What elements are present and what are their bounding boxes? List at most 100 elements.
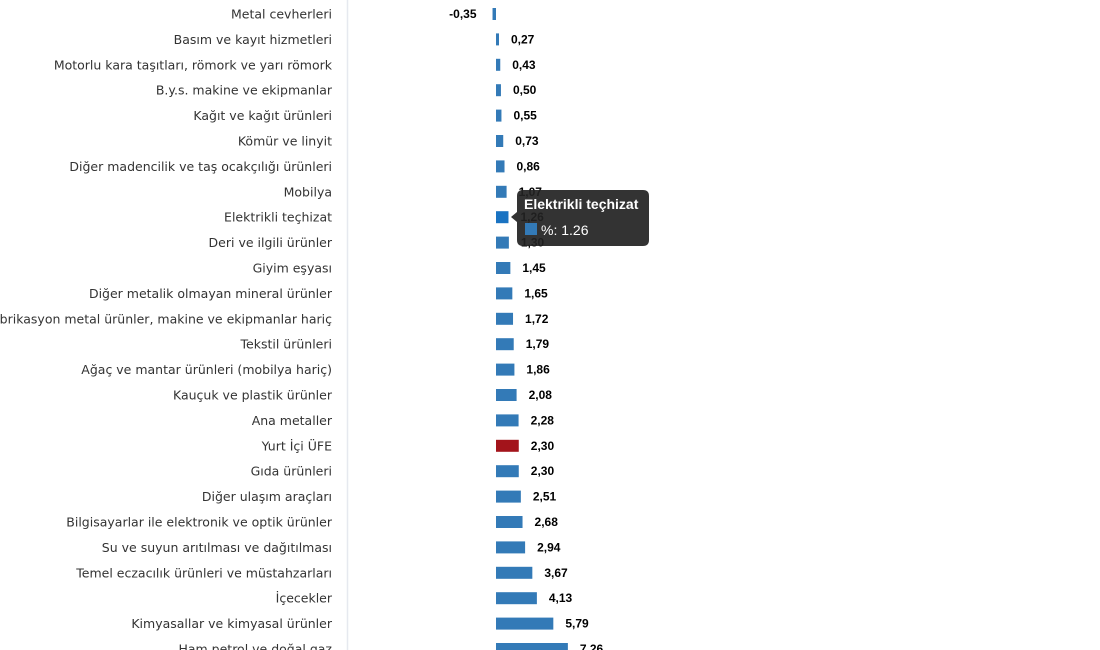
bar-row: Ham petrol ve doğal gaz 7,26 — [178, 642, 604, 650]
bar-row: Basım ve kayıt hizmetleri 0,27 — [174, 32, 535, 47]
value-label: 2,30 — [531, 464, 555, 478]
bar-row: Elektrikli teçhizat1,26 — [224, 210, 544, 225]
bar-row: Giyim eşyası 1,45 — [253, 261, 546, 276]
bar-row: Kimyasallar ve kimyasal ürünler 5,79 — [131, 616, 589, 631]
bar-row: İçecekler 4,13 — [276, 591, 573, 606]
category-label: Kömür ve linyit — [238, 134, 332, 149]
category-label: Motorlu kara taşıtları, römork ve yarı r… — [54, 57, 333, 72]
category-label: Basım ve kayıt hizmetleri — [174, 32, 332, 47]
tooltip-series-swatch — [525, 223, 537, 235]
value-label: 0,43 — [512, 58, 536, 72]
bar[interactable] — [496, 185, 507, 198]
category-label: B.y.s. makine ve ekipmanlar — [156, 83, 333, 98]
category-label: Yurt İçi ÜFE — [261, 437, 332, 453]
category-label: Diğer madencilik ve taş ocakçılığı ürünl… — [69, 159, 332, 174]
bar-row: Fabrikasyon metal ürünler, makine ve eki… — [0, 311, 549, 326]
bar-row: Kömür ve linyit 0,73 — [238, 134, 539, 149]
value-label: -0,35 — [449, 7, 477, 21]
bar-row: Gıda ürünleri 2,30 — [251, 464, 555, 479]
bar[interactable] — [496, 643, 568, 650]
category-label: Su ve suyun arıtılması ve dağıtılması — [102, 540, 332, 555]
category-label: Kimyasallar ve kimyasal ürünler — [131, 616, 332, 631]
category-label: Bilgisayarlar ile elektronik ve optik ür… — [66, 515, 333, 530]
value-label: 2,94 — [537, 540, 561, 554]
bar-row: Ana metaller 2,28 — [252, 413, 555, 428]
bar[interactable] — [496, 617, 554, 630]
bar[interactable] — [496, 160, 505, 173]
bar-row: Mobilya1,07 — [284, 184, 543, 199]
category-label: Metal cevherleri — [231, 7, 332, 22]
tooltip-value: %: 1.26 — [541, 222, 589, 238]
value-label: 1,86 — [526, 363, 550, 377]
bar[interactable] — [496, 439, 519, 452]
bar-row: Metal cevherleri -0,35 — [231, 7, 496, 22]
bar[interactable] — [496, 516, 523, 528]
bar[interactable] — [496, 58, 501, 71]
value-label: 1,45 — [522, 261, 546, 275]
value-label: 2,51 — [533, 490, 557, 504]
bar[interactable] — [496, 389, 517, 401]
tooltip-title: Elektrikli teçhizat — [524, 196, 639, 212]
category-label: Temel eczacılık ürünleri ve müstahzarlar… — [75, 565, 332, 580]
bar[interactable] — [496, 236, 509, 249]
bar-row: Diğer ulaşım araçları 2,51 — [202, 489, 557, 504]
category-label: Kağıt ve kağıt ürünleri — [193, 108, 332, 123]
value-label: 0,50 — [513, 83, 537, 97]
category-label: İçecekler — [276, 591, 333, 606]
bar-row: B.y.s. makine ve ekipmanlar 0,50 — [156, 83, 537, 98]
bar[interactable] — [496, 592, 537, 605]
category-label: Fabrikasyon metal ürünler, makine ve eki… — [0, 311, 332, 326]
bar[interactable] — [496, 363, 515, 376]
bar-row: Diğer metalik olmayan mineral ürünler 1,6… — [89, 286, 548, 301]
category-label: Ağaç ve mantar ürünleri (mobilya hariç) — [81, 362, 332, 377]
category-label: Diğer metalik olmayan mineral ürünler — [89, 286, 333, 301]
category-label: Ham petrol ve doğal gaz — [178, 642, 332, 650]
bar[interactable] — [496, 490, 521, 503]
bar-row: Ağaç ve mantar ürünleri (mobilya hariç) 1… — [81, 362, 550, 377]
value-label: 4,13 — [549, 591, 573, 605]
bar[interactable] — [496, 287, 513, 300]
category-label: Tekstil ürünleri — [240, 337, 332, 352]
bar[interactable] — [496, 135, 504, 147]
category-label: Diğer ulaşım araçları — [202, 489, 332, 504]
bar[interactable] — [496, 33, 499, 46]
value-label: 0,86 — [517, 159, 541, 173]
category-label: Kauçuk ve plastik ürünler — [173, 388, 333, 403]
bar[interactable] — [496, 84, 501, 97]
bar[interactable] — [496, 541, 526, 554]
bar[interactable] — [496, 465, 519, 478]
category-label: Giyim eşyası — [253, 261, 332, 276]
value-label: 2,28 — [531, 413, 555, 427]
category-label: Mobilya — [284, 184, 332, 199]
bar-row: Bilgisayarlar ile elektronik ve optik ür… — [66, 515, 558, 530]
value-label: 2,68 — [535, 515, 559, 529]
bar[interactable] — [496, 211, 509, 224]
tooltip-box — [511, 190, 649, 246]
bar[interactable] — [496, 566, 533, 579]
value-label: 0,55 — [513, 109, 537, 123]
bar[interactable] — [496, 109, 502, 122]
value-label: 0,73 — [515, 134, 539, 148]
value-label: 2,08 — [529, 388, 553, 402]
value-label: 1,65 — [524, 286, 548, 300]
bar-row: Kauçuk ve plastik ürünler 2,08 — [173, 388, 552, 403]
bar[interactable] — [496, 312, 514, 325]
bar-row: Kağıt ve kağıt ürünleri 0,55 — [193, 108, 537, 123]
bar[interactable] — [496, 338, 514, 351]
value-label: 1,72 — [525, 312, 549, 326]
tooltip: Elektrikli teçhizat %: 1.26 — [511, 190, 649, 246]
bar[interactable] — [496, 262, 511, 274]
bar-row: Yurt İçi ÜFE 2,30 — [261, 437, 555, 453]
value-label: 2,30 — [531, 439, 555, 453]
bar-row: Su ve suyun arıtılması ve dağıtılması 2,9… — [102, 540, 561, 555]
bar-row: Temel eczacılık ürünleri ve müstahzarlar… — [75, 565, 568, 580]
bar[interactable] — [492, 8, 496, 20]
value-label: 5,79 — [565, 617, 589, 631]
bar-row: Tekstil ürünleri 1,79 — [240, 337, 550, 352]
value-label: 7,26 — [580, 642, 604, 650]
bar-row: Diğer madencilik ve taş ocakçılığı ürünl… — [69, 159, 540, 174]
bar[interactable] — [496, 414, 519, 427]
category-label: Deri ve ilgili ürünler — [209, 235, 333, 250]
